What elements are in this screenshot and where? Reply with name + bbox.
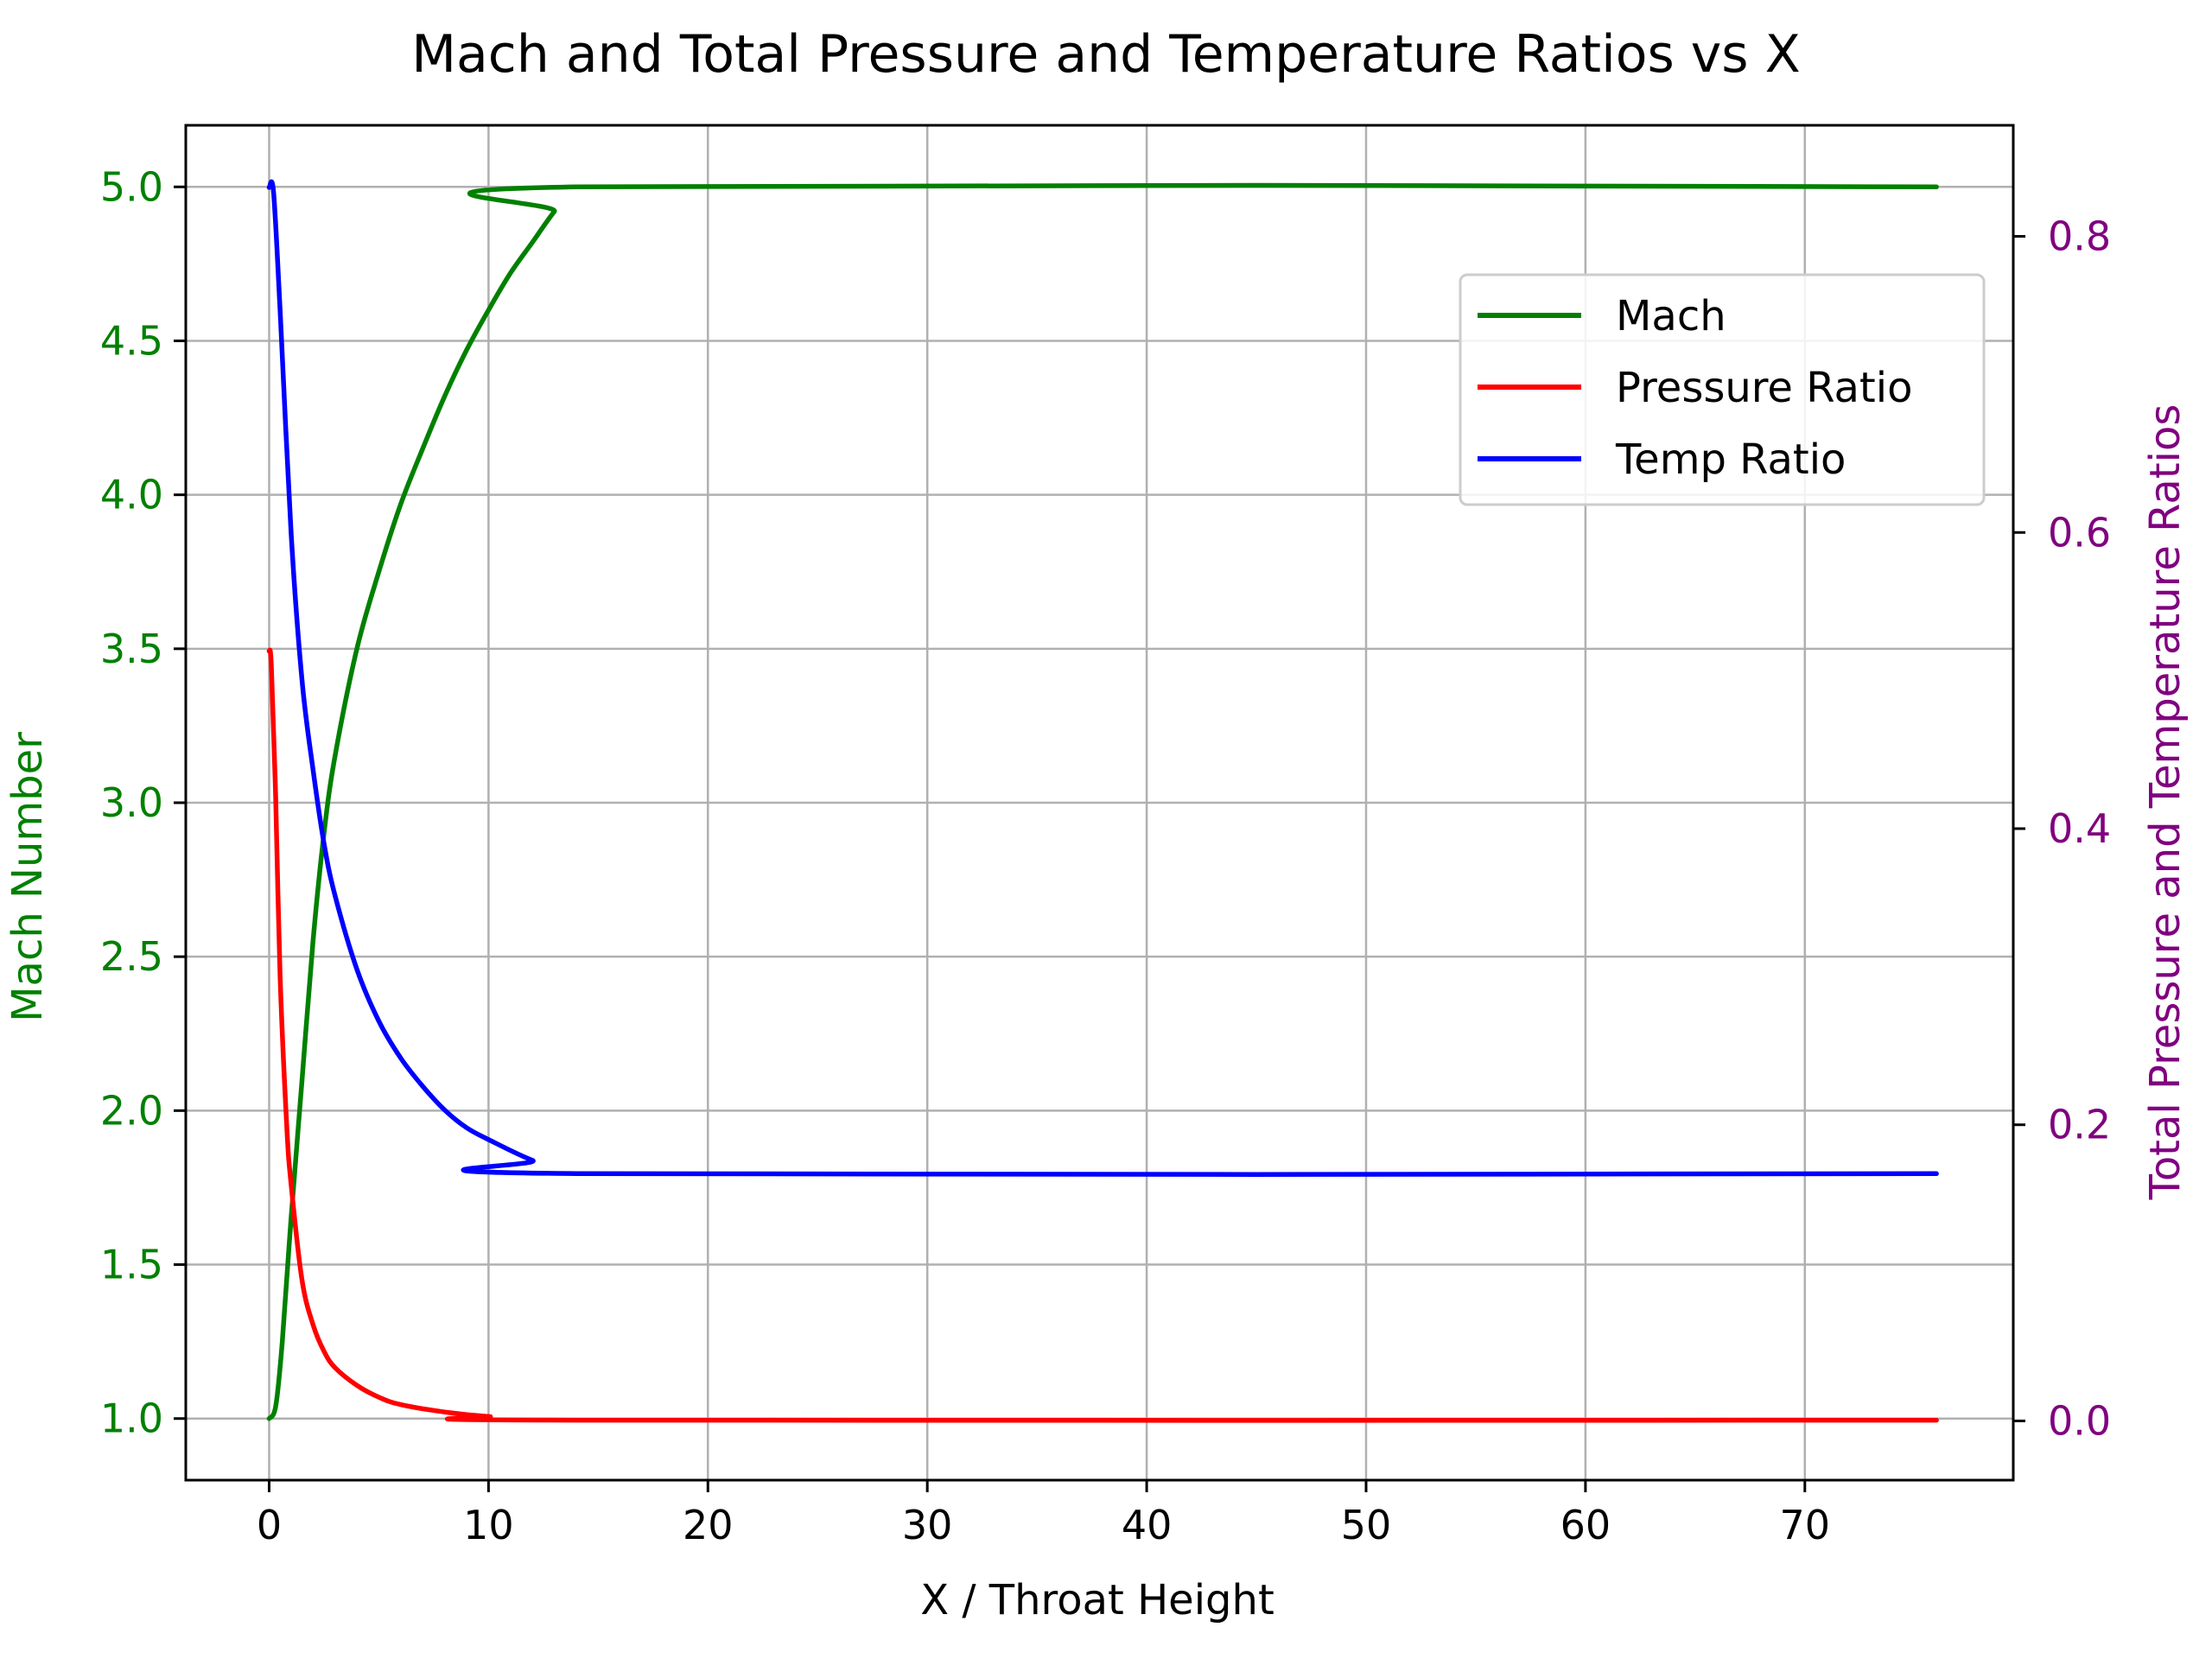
y-right-tick-label: 0.6	[2048, 509, 2111, 556]
x-tick-label: 20	[683, 1502, 734, 1548]
legend-label: Mach	[1616, 292, 1726, 340]
x-axis-label: X / Throat Height	[920, 1576, 1274, 1624]
legend-label: Temp Ratio	[1615, 435, 1846, 484]
legend: Mach Pressure Ratio Temp Ratio	[1459, 273, 1986, 506]
legend-label: Pressure Ratio	[1616, 364, 1912, 412]
x-tick-label: 0	[257, 1502, 282, 1548]
x-tick-label: 70	[1780, 1502, 1831, 1548]
y-left-tick-label: 3.5	[100, 626, 163, 672]
chart-title: Mach and Total Pressure and Temperature …	[411, 24, 1800, 85]
y-left-tick-label: 3.0	[100, 779, 163, 826]
ticks: 0 10 20 30 40 50 60 70 1.0 1.5 2.0 2.5 3.0 3.5 4.0 4.5 5…	[100, 163, 2111, 1548]
y-left-tick-label: 1.0	[100, 1395, 163, 1442]
x-tick-label: 30	[902, 1502, 953, 1548]
y-left-tick-label: 4.5	[100, 317, 163, 364]
series-line-pressure-ratio	[266, 647, 1939, 1423]
series-line-mach	[266, 182, 1939, 1421]
y-right-tick-label: 0.2	[2048, 1102, 2111, 1148]
y-left-axis-label: Mach Number	[3, 732, 52, 1022]
y-left-tick-label: 5.0	[100, 163, 163, 210]
x-tick-label: 50	[1341, 1502, 1392, 1548]
y-left-tick-label: 2.5	[100, 933, 163, 980]
y-left-tick-label: 4.0	[100, 472, 163, 518]
series-line-temp-ratio	[266, 179, 1939, 1178]
x-tick-label: 40	[1122, 1502, 1173, 1548]
series-layer	[266, 179, 1939, 1423]
y-right-tick-label: 0.8	[2048, 213, 2111, 260]
legend-box	[1459, 273, 1986, 506]
y-right-axis-label: Total Pressure and Temperature Ratios	[2141, 404, 2190, 1201]
legend-entries: Mach Pressure Ratio Temp Ratio	[1478, 292, 1912, 484]
y-right-tick-label: 0.0	[2048, 1397, 2111, 1444]
x-tick-label: 60	[1560, 1502, 1611, 1548]
x-tick-label: 10	[463, 1502, 514, 1548]
y-right-tick-label: 0.4	[2048, 805, 2111, 852]
y-left-tick-label: 1.5	[100, 1242, 163, 1288]
y-left-tick-label: 2.0	[100, 1087, 163, 1134]
